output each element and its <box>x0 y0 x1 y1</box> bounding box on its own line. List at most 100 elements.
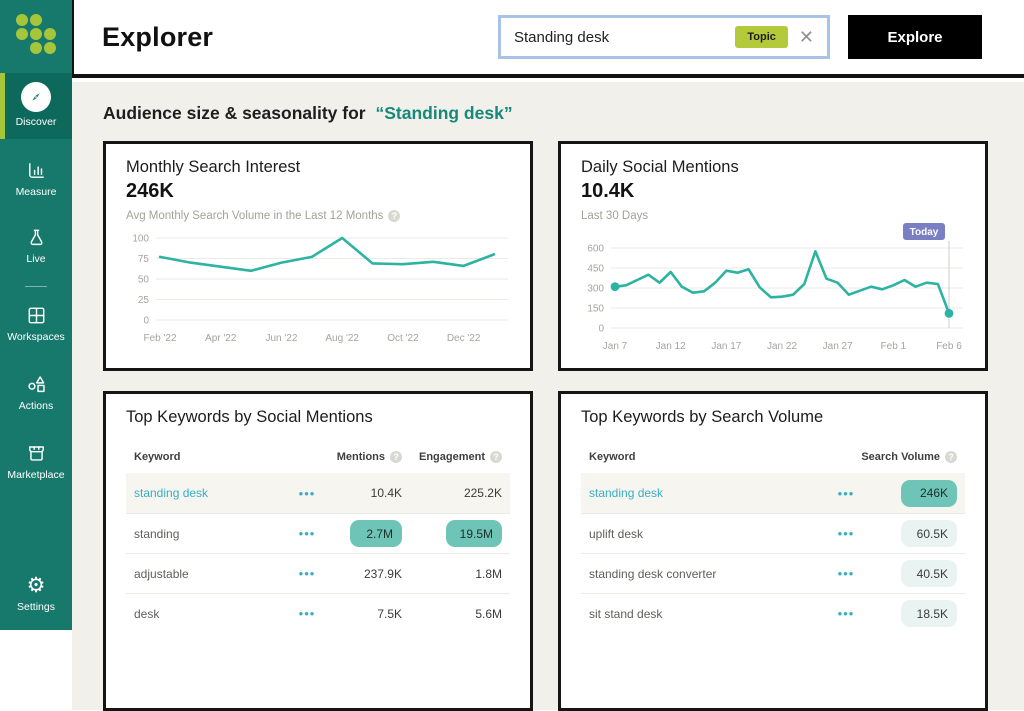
card-keywords-search-volume: Top Keywords by Search Volume Keyword Se… <box>558 391 988 711</box>
logo-dot <box>15 28 28 40</box>
help-icon[interactable]: ? <box>945 451 957 463</box>
logo-dot <box>43 28 56 40</box>
search-volume-value: 18.5K <box>861 600 957 627</box>
mentions-value: 2.7M <box>322 520 402 547</box>
sidebar-divider <box>25 286 47 287</box>
search-box[interactable]: Topic ✕ <box>498 15 830 59</box>
help-icon[interactable]: ? <box>390 451 402 463</box>
sidebar-item-actions[interactable]: Actions <box>0 366 72 419</box>
svg-text:Jan 12: Jan 12 <box>656 341 686 352</box>
keyword-label: adjustable <box>134 566 189 581</box>
row-menu-icon[interactable]: ••• <box>837 566 855 581</box>
card-monthly-search-interest: Monthly Search Interest 246K Avg Monthly… <box>103 141 533 371</box>
gear-icon: ⚙ <box>26 574 46 597</box>
column-header-search-volume: Search Volume ? <box>845 451 957 463</box>
table-row[interactable]: standing desk ••• 10.4K 225.2K <box>126 473 510 513</box>
row-menu-icon[interactable]: ••• <box>298 606 316 621</box>
svg-text:100: 100 <box>132 234 149 245</box>
logo-dot <box>29 28 42 40</box>
daily-mentions-chart: 0 150 300 450 600 Jan 7 Jan 12 Jan 17 Jan 22 Jan … <box>581 222 965 361</box>
svg-text:25: 25 <box>138 295 150 306</box>
card-subtitle: Avg Monthly Search Volume in the Last 12… <box>126 210 510 222</box>
svg-text:50: 50 <box>138 275 150 286</box>
page-title: Explorer <box>102 21 214 52</box>
grid-icon <box>28 307 44 324</box>
table-row[interactable]: uplift desk ••• 60.5K <box>581 513 965 553</box>
mentions-value: 10.4K <box>370 486 402 500</box>
brand-logo[interactable] <box>15 14 57 55</box>
row-menu-icon[interactable]: ••• <box>298 566 316 581</box>
sidebar-item-label: Marketplace <box>7 469 65 481</box>
search-volume-value: 40.5K <box>861 560 957 587</box>
card-daily-social-mentions: Daily Social Mentions 10.4K Last 30 Days… <box>558 141 988 371</box>
sidebar: Discover Measure Live Workspaces Actions <box>0 0 72 630</box>
sidebar-item-settings[interactable]: ⚙ Settings <box>0 568 72 620</box>
line-chart: 0 25 50 75 100 Feb '22 Apr '22 Jun '22 Aug '22 Oc… <box>132 234 508 344</box>
svg-text:75: 75 <box>138 254 150 265</box>
compass-icon <box>21 82 51 112</box>
clear-search-icon[interactable]: ✕ <box>798 27 814 47</box>
search-volume-value: 60.5K <box>861 520 957 547</box>
card-title: Top Keywords by Search Volume <box>581 408 824 426</box>
sidebar-item-label: Discover <box>15 116 57 128</box>
monthly-search-chart: 0 25 50 75 100 Feb '22 Apr '22 Jun '22 Aug '22 Oc… <box>126 230 510 353</box>
help-icon[interactable]: ? <box>388 210 401 222</box>
bar-chart-icon <box>28 163 44 178</box>
sidebar-item-discover[interactable]: Discover <box>0 73 72 139</box>
logo-dot <box>29 14 42 26</box>
column-header-engagement: Engagement ? <box>402 451 502 463</box>
topic-tag: Topic <box>735 26 788 48</box>
section-heading: Audience size & seasonality for “Standin… <box>103 103 1024 124</box>
table-row[interactable]: standing desk converter ••• 40.5K <box>581 553 965 593</box>
row-menu-icon[interactable]: ••• <box>837 606 855 621</box>
table-row[interactable]: desk ••• 7.5K 5.6M <box>126 593 510 633</box>
help-icon[interactable]: ? <box>490 451 502 463</box>
svg-text:600: 600 <box>587 244 604 255</box>
row-menu-icon[interactable]: ••• <box>837 526 855 541</box>
column-header-keyword: Keyword <box>134 451 181 463</box>
keyword-label: uplift desk <box>589 526 644 541</box>
search-volume-value: 246K <box>861 479 957 507</box>
column-header-keyword: Keyword <box>589 451 636 463</box>
row-menu-icon[interactable]: ••• <box>298 526 316 541</box>
svg-text:0: 0 <box>598 324 604 335</box>
table-row[interactable]: standing desk ••• 246K <box>581 473 965 513</box>
row-menu-icon[interactable]: ••• <box>837 485 855 501</box>
flask-icon <box>29 229 43 246</box>
search-input[interactable] <box>514 28 728 46</box>
svg-text:Feb 6: Feb 6 <box>936 341 962 352</box>
sidebar-item-marketplace[interactable]: Marketplace <box>0 435 72 488</box>
svg-text:Jan 22: Jan 22 <box>767 341 797 352</box>
table-row[interactable]: sit stand desk ••• 18.5K <box>581 593 965 633</box>
card-title: Monthly Search Interest <box>126 158 301 176</box>
sidebar-item-workspaces[interactable]: Workspaces <box>0 297 72 350</box>
sidebar-item-measure[interactable]: Measure <box>0 152 72 205</box>
table-body: standing desk ••• 246K uplift desk ••• 6… <box>581 473 965 633</box>
column-header-mentions: Mentions ? <box>322 451 402 463</box>
svg-text:Jan 17: Jan 17 <box>711 341 741 352</box>
sidebar-item-live[interactable]: Live <box>0 219 72 272</box>
mentions-value: 7.5K <box>377 606 402 621</box>
keyword-label: desk <box>134 606 160 621</box>
sidebar-item-label: Actions <box>18 400 54 412</box>
svg-text:Feb '22: Feb '22 <box>143 333 176 344</box>
card-title: Top Keywords by Social Mentions <box>126 408 373 426</box>
row-menu-icon[interactable]: ••• <box>298 485 316 501</box>
keyword-link[interactable]: standing desk <box>134 486 209 500</box>
keyword-label: standing <box>134 526 180 541</box>
table-header: Keyword Search Volume ? <box>581 451 965 463</box>
card-keywords-social-mentions: Top Keywords by Social Mentions Keyword … <box>103 391 533 711</box>
svg-text:150: 150 <box>587 304 604 315</box>
sidebar-item-label: Workspaces <box>7 331 65 343</box>
engagement-value: 5.6M <box>475 606 502 621</box>
svg-text:Apr '22: Apr '22 <box>205 333 237 344</box>
keyword-label: standing desk converter <box>589 566 717 581</box>
svg-text:Oct '22: Oct '22 <box>387 333 419 344</box>
table-row[interactable]: adjustable ••• 237.9K 1.8M <box>126 553 510 593</box>
explore-button[interactable]: Explore <box>848 15 982 59</box>
sidebar-item-label: Measure <box>15 186 57 198</box>
svg-text:Jan 27: Jan 27 <box>823 341 853 352</box>
keyword-link[interactable]: standing desk <box>589 486 664 500</box>
table-row[interactable]: standing ••• 2.7M 19.5M <box>126 513 510 553</box>
keyword-label: sit stand desk <box>589 606 663 621</box>
